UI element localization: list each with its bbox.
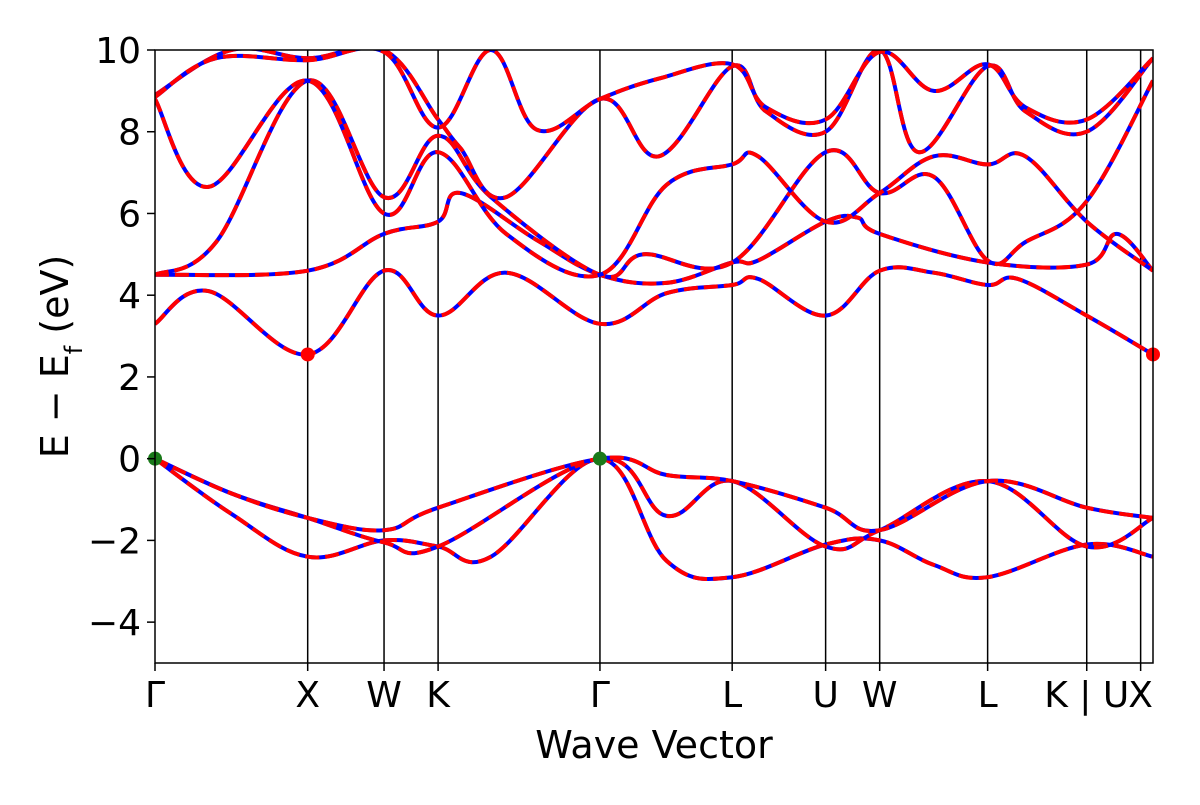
cbm-marker xyxy=(300,347,315,362)
x-tick-label: W xyxy=(862,675,898,716)
x-tick-label: X xyxy=(295,675,320,716)
x-tick-label: W xyxy=(366,675,402,716)
x-axis-label: Wave Vector xyxy=(535,723,773,767)
x-tick-label: K | U xyxy=(1044,675,1129,716)
y-axis-label-subscript: f xyxy=(60,345,88,354)
x-tick-label: Γ xyxy=(145,675,165,716)
band-edge-markers xyxy=(148,347,1160,466)
y-tick-label: 2 xyxy=(118,358,141,399)
band-line-dashed xyxy=(155,50,1153,201)
band-line-solid xyxy=(155,78,1153,279)
y-axis-label-main: E − E xyxy=(33,354,77,458)
x-tick-label: K xyxy=(426,675,451,716)
band-line-dashed xyxy=(155,190,1153,286)
x-tick-label: L xyxy=(722,675,742,716)
band-line-dashed xyxy=(155,78,1153,279)
x-tick-label: X xyxy=(1128,675,1153,716)
y-ticks: −4 −2 0 2 4 6 8 10 xyxy=(88,31,155,644)
band-line-solid xyxy=(155,78,1153,279)
band-line-dashed xyxy=(155,455,1153,533)
y-tick-label: −2 xyxy=(88,521,141,562)
y-tick-label: −4 xyxy=(88,603,141,644)
band-line-dashed xyxy=(155,78,1153,279)
vbm-marker xyxy=(592,451,607,466)
y-tick-label: 10 xyxy=(95,31,141,72)
band-line-solid xyxy=(155,455,1153,533)
band-line-dashed xyxy=(155,456,1153,581)
band-lines xyxy=(155,50,1153,581)
band-line-solid xyxy=(155,50,1153,201)
x-tick-label: Γ xyxy=(590,675,610,716)
band-line-dashed xyxy=(155,50,1153,134)
axes-frame xyxy=(154,49,1154,664)
x-tick-label: U xyxy=(812,675,838,716)
y-tick-label: 0 xyxy=(118,440,141,481)
y-tick-label: 8 xyxy=(118,113,141,154)
y-axis-label-unit: (eV) xyxy=(33,255,77,346)
y-tick-label: 4 xyxy=(118,276,141,317)
band-line-dashed xyxy=(155,265,1153,357)
y-tick-label: 6 xyxy=(118,194,141,235)
x-tick-label: L xyxy=(978,675,998,716)
y-axis-label: E − Ef (eV) xyxy=(33,255,88,459)
